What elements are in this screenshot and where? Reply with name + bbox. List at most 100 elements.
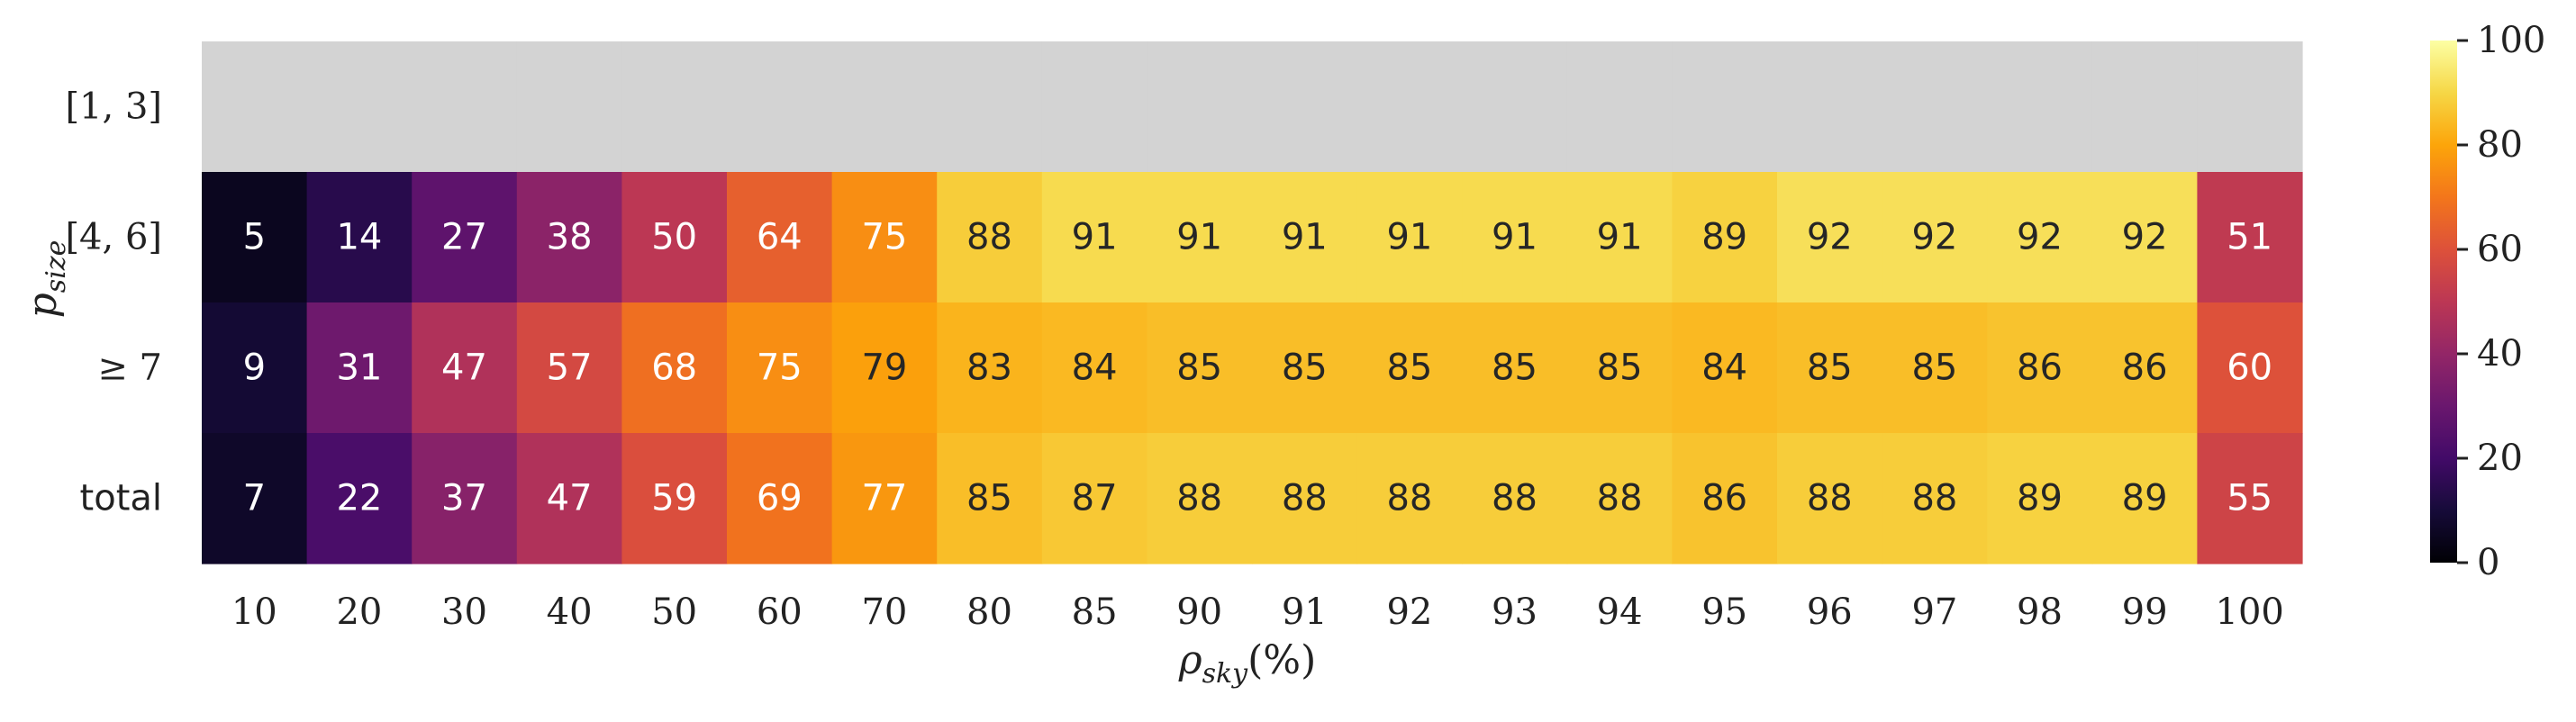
column-tick-label: 80 (966, 591, 1012, 633)
heatmap-cell (1462, 172, 1568, 303)
row-tick-label: [1, 3] (65, 86, 162, 128)
heatmap-cell (1672, 302, 1778, 434)
heatmap-cell (2091, 433, 2198, 564)
heatmap-cell (2197, 302, 2303, 434)
heatmap-cell (727, 41, 833, 173)
cell-value-label: 91 (1492, 217, 1537, 258)
heatmap-cell (516, 41, 622, 173)
cell-value-label: 38 (547, 217, 593, 258)
row-tick-label: ≥ 7 (97, 347, 162, 389)
heatmap-cell (1252, 41, 1358, 173)
row-tick-label: [4, 6] (65, 217, 162, 258)
cell-value-label: 86 (2017, 347, 2063, 389)
heatmap-cell (516, 302, 622, 434)
cell-value-label: 79 (861, 347, 907, 389)
column-tick-label: 91 (1282, 591, 1328, 633)
heatmap-cell (1147, 41, 1253, 173)
cell-value-label: 92 (2017, 217, 2063, 258)
x-axis-title: ρsky(%) (1178, 637, 1317, 690)
heatmap-cell (831, 302, 938, 434)
heatmap-cell (1252, 433, 1358, 564)
column-tick-label: 100 (2216, 591, 2284, 633)
column-tick-label: 70 (861, 591, 907, 633)
heatmap-cell (306, 172, 413, 303)
heatmap-cell (831, 433, 938, 564)
heatmap-cell (2197, 433, 2303, 564)
cell-value-label: 88 (1176, 478, 1222, 519)
colorbar-tick-label: 60 (2477, 229, 2523, 270)
cell-value-label: 9 (243, 347, 266, 389)
cell-value-label: 88 (1911, 478, 1957, 519)
column-tick-label: 99 (2122, 591, 2168, 633)
cell-value-label: 91 (1597, 217, 1643, 258)
cell-value-label: 85 (1597, 347, 1643, 389)
cell-value-label: 51 (2227, 217, 2272, 258)
heatmap-cell (202, 433, 308, 564)
cell-value-label: 47 (441, 347, 487, 389)
row-labels: [1, 3] [4, 6] ≥ 7 total (65, 86, 162, 519)
cell-value-label: 75 (861, 217, 907, 258)
cell-value-label: 86 (1701, 478, 1747, 519)
cell-value-label: 91 (1386, 217, 1432, 258)
cell-value-label: 84 (1072, 347, 1118, 389)
heatmap-cell (1252, 302, 1358, 434)
cell-value-label: 5 (243, 217, 266, 258)
cell-value-label: 91 (1176, 217, 1222, 258)
heatmap-cell (1356, 302, 1463, 434)
y-axis-title-sub: size (41, 240, 72, 293)
y-axis-title: psize (20, 240, 72, 319)
row-tick-label: total (80, 478, 162, 519)
heatmap-cell (516, 172, 622, 303)
heatmap-cell (937, 433, 1043, 564)
column-tick-label: 85 (1072, 591, 1118, 633)
colorbar-tick-label: 0 (2477, 542, 2499, 583)
column-tick-label: 20 (336, 591, 382, 633)
cell-value-label: 7 (243, 478, 266, 519)
heatmap-cell (621, 433, 728, 564)
column-labels: 10 20 30 40 50 60 70 80 85 90 91 92 93 94 95 96 97 98 99 10… (231, 591, 2284, 633)
cell-value-label: 85 (1176, 347, 1222, 389)
column-tick-label: 94 (1597, 591, 1643, 633)
heatmap-cell (727, 302, 833, 434)
heatmap-cell (306, 302, 413, 434)
cell-value-label: 77 (861, 478, 907, 519)
heatmap-cell (1041, 433, 1147, 564)
cell-value-label: 92 (1911, 217, 1957, 258)
cell-value-label: 88 (966, 217, 1012, 258)
heatmap-cell (202, 302, 308, 434)
colorbar-ticks: 0 20 40 60 80 100 (2457, 20, 2545, 583)
cell-value-label: 83 (966, 347, 1012, 389)
heatmap-cell (1041, 41, 1147, 173)
heatmap-cell (1672, 41, 1778, 173)
colorbar-tick-label: 40 (2477, 333, 2523, 375)
heatmap-cell (1566, 433, 1673, 564)
heatmap-cell (1252, 172, 1358, 303)
heatmap-cell (1566, 302, 1673, 434)
heatmap-cell (1987, 433, 2093, 564)
cell-value-label: 85 (966, 478, 1012, 519)
cell-value-label: 88 (1597, 478, 1643, 519)
x-axis-title-main: ρ (1178, 637, 1202, 683)
heatmap-cell (1987, 172, 2093, 303)
heatmap-cell (1356, 41, 1463, 173)
heatmap-cell (516, 433, 622, 564)
heatmap-cell (1462, 433, 1568, 564)
column-tick-label: 60 (757, 591, 803, 633)
cell-value-label: 55 (2227, 478, 2272, 519)
heatmap-cell (2197, 41, 2303, 173)
cell-value-label: 84 (1701, 347, 1747, 389)
cell-value-label: 60 (2227, 347, 2272, 389)
heatmap-cell (1462, 302, 1568, 434)
column-tick-label: 92 (1386, 591, 1432, 633)
heatmap-cell (1777, 41, 1883, 173)
cell-value-label: 88 (1492, 478, 1537, 519)
column-tick-label: 97 (1911, 591, 1957, 633)
column-tick-label: 98 (2017, 591, 2063, 633)
heatmap-cell (831, 41, 938, 173)
heatmap-cell (1777, 172, 1883, 303)
heatmap-cell (937, 302, 1043, 434)
cell-value-label: 27 (441, 217, 487, 258)
cell-value-label: 88 (1386, 478, 1432, 519)
cell-value-label: 86 (2122, 347, 2168, 389)
heatmap-cell (621, 302, 728, 434)
